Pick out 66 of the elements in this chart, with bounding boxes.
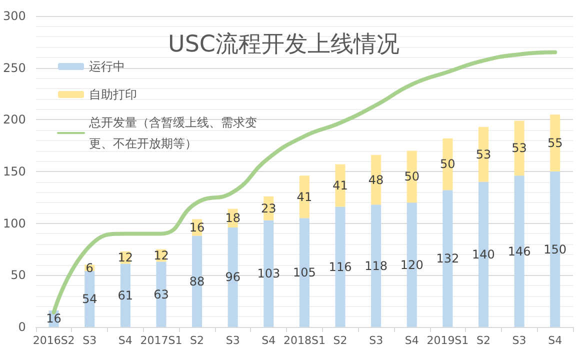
data-label: 50 bbox=[440, 157, 456, 172]
data-label: 6 bbox=[86, 260, 94, 275]
data-label: 132 bbox=[436, 252, 460, 266]
data-label: 88 bbox=[189, 274, 205, 288]
bar bbox=[335, 164, 346, 207]
data-label: 120 bbox=[400, 258, 424, 272]
y-tick-label: 250 bbox=[3, 60, 26, 75]
data-label: 118 bbox=[364, 258, 388, 273]
y-tick-label: 0 bbox=[18, 320, 26, 334]
x-tick-label: 2017S1 bbox=[140, 334, 182, 347]
x-tick-label: S2 bbox=[190, 334, 204, 347]
x-tick-label: S3 bbox=[369, 334, 384, 347]
data-label: 150 bbox=[544, 242, 567, 256]
x-tick-label: S3 bbox=[82, 334, 97, 347]
data-label: 48 bbox=[368, 172, 384, 187]
data-label: 140 bbox=[472, 247, 495, 262]
bar bbox=[478, 126, 488, 182]
y-tick-label: 50 bbox=[10, 268, 26, 282]
data-label: 53 bbox=[476, 147, 492, 162]
x-tick-label: S4 bbox=[404, 334, 419, 347]
legend-label: 总开发量（含暂缓上线、需求变更、不在开放期等） bbox=[88, 116, 257, 150]
bar bbox=[120, 264, 130, 327]
data-label: 41 bbox=[332, 178, 348, 192]
x-tick-label: S2 bbox=[333, 334, 348, 347]
legend-label: 运行中 bbox=[89, 60, 125, 74]
bar bbox=[228, 227, 238, 327]
data-label: 63 bbox=[154, 287, 169, 302]
bar bbox=[406, 150, 417, 203]
data-label: 12 bbox=[154, 248, 169, 262]
data-label: 96 bbox=[225, 270, 240, 284]
data-label: 50 bbox=[404, 170, 420, 184]
data-label: 23 bbox=[261, 201, 276, 216]
legend-label: 自助打印 bbox=[89, 88, 137, 102]
bar bbox=[84, 271, 95, 327]
data-label: 12 bbox=[118, 250, 134, 265]
data-label: 16 bbox=[189, 220, 205, 234]
x-tick-label: 2016S2 bbox=[32, 334, 75, 347]
data-label: 103 bbox=[257, 266, 280, 281]
bar bbox=[442, 138, 453, 190]
x-tick-label: 2019S1 bbox=[426, 334, 469, 347]
bar bbox=[550, 114, 560, 172]
data-label: 116 bbox=[328, 260, 352, 274]
data-label: 55 bbox=[547, 136, 563, 150]
x-tick-label: S4 bbox=[262, 334, 276, 347]
x-tick-label: S3 bbox=[512, 334, 526, 347]
y-tick-label: 300 bbox=[3, 9, 26, 23]
x-tick-label: S4 bbox=[548, 334, 562, 347]
x-tick-label: S2 bbox=[476, 334, 490, 347]
data-label: 105 bbox=[293, 266, 316, 280]
data-label: 146 bbox=[508, 244, 531, 258]
x-tick-label: 2018S1 bbox=[283, 334, 326, 347]
y-tick-label: 100 bbox=[3, 216, 26, 230]
data-label: 54 bbox=[82, 292, 98, 306]
bar bbox=[514, 120, 524, 176]
x-tick-label: S4 bbox=[118, 334, 132, 347]
data-label: 41 bbox=[296, 190, 312, 204]
x-tick-label: S3 bbox=[226, 334, 240, 347]
bar bbox=[156, 262, 166, 327]
data-label: 16 bbox=[46, 312, 62, 326]
text: USC流程开发上线情况 bbox=[168, 32, 400, 58]
bar bbox=[192, 236, 202, 327]
data-label: 53 bbox=[512, 141, 527, 156]
y-tick-label: 150 bbox=[3, 164, 26, 178]
y-tick-label: 200 bbox=[3, 112, 26, 127]
data-label: 18 bbox=[225, 211, 240, 226]
data-label: 61 bbox=[118, 288, 134, 302]
